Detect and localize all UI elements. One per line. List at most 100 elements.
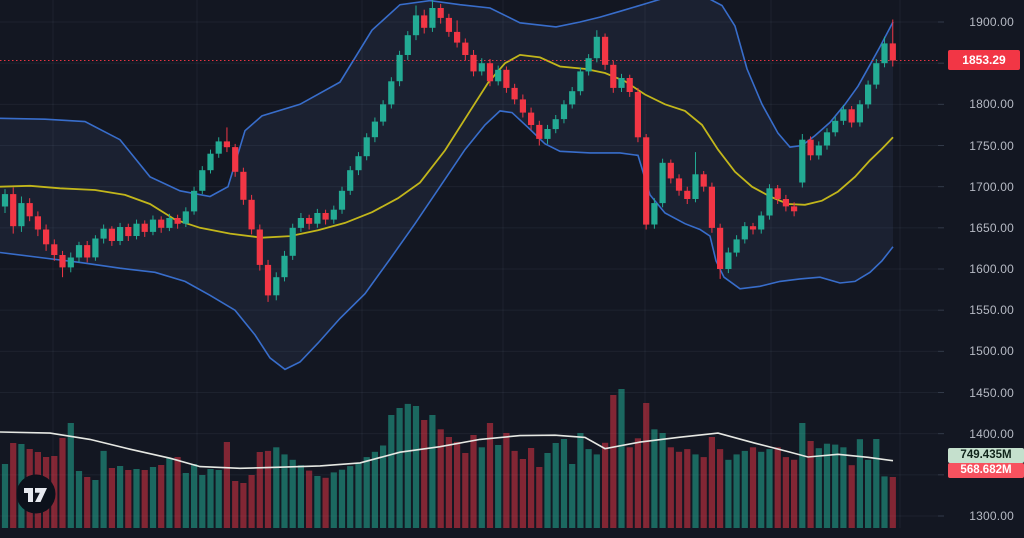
volume-bar <box>593 454 600 528</box>
volume-bar <box>256 452 263 528</box>
candle-body <box>306 218 313 224</box>
volume-bar <box>634 438 641 528</box>
volume-bar <box>1 464 9 528</box>
candle-body <box>791 206 798 212</box>
volume-bar <box>486 423 494 528</box>
candle-body <box>199 170 206 191</box>
candle-body <box>125 227 132 237</box>
candle-body <box>34 216 41 230</box>
volume-bar <box>462 453 469 528</box>
volume-bar <box>174 457 181 528</box>
candle-body <box>388 81 395 105</box>
volume-bar <box>528 448 535 528</box>
candle-body <box>330 209 337 220</box>
volume-bar <box>404 403 411 528</box>
volume-bar <box>675 451 683 528</box>
volume-bar <box>264 450 272 528</box>
candle-body <box>67 257 74 268</box>
candle-body <box>856 104 863 123</box>
volume-bar <box>149 467 157 528</box>
volume-bar <box>774 447 781 528</box>
tradingview-logo[interactable] <box>16 474 56 514</box>
volume-bar <box>503 433 510 528</box>
candle-body <box>552 119 559 130</box>
volume-bar <box>363 457 370 528</box>
volume-bar <box>207 469 214 528</box>
candle-body <box>733 239 740 253</box>
volume-bar <box>347 466 354 528</box>
candle-body <box>511 87 518 100</box>
candle-body <box>207 153 214 171</box>
candle-body <box>536 124 543 139</box>
candle-body <box>848 109 855 123</box>
candle-body <box>585 58 592 72</box>
volume-bar <box>314 476 321 528</box>
volume-bar <box>478 447 485 528</box>
volume-bar <box>429 415 436 528</box>
volume-bar <box>602 442 609 528</box>
candle-body <box>10 194 17 227</box>
last-price-badge: 1853.29 <box>948 50 1020 71</box>
volume-bar <box>388 415 395 528</box>
grid-lines <box>0 0 944 528</box>
candle-body <box>832 120 839 133</box>
volume-bar <box>133 469 140 528</box>
volume-bar <box>59 437 66 528</box>
candle-body <box>593 36 600 59</box>
volume-bar <box>445 437 452 528</box>
candle-body <box>700 174 707 187</box>
volume-bar <box>371 451 378 528</box>
candle-body <box>248 199 255 230</box>
volume-bar <box>191 464 198 528</box>
volume-bar <box>758 451 765 528</box>
candle-body <box>725 252 732 269</box>
candle-body <box>889 43 896 61</box>
candle-body <box>256 229 263 265</box>
volume-bar <box>10 443 17 528</box>
candle-body <box>174 218 181 224</box>
volume-bar <box>807 441 814 528</box>
volume-bar <box>338 469 346 528</box>
candle-body <box>355 156 362 171</box>
candle-body <box>404 35 411 55</box>
volume-bar <box>75 471 83 528</box>
candle-body <box>51 244 58 255</box>
candle-body <box>667 162 674 179</box>
candle-body <box>149 219 157 232</box>
volume-bar <box>684 449 691 528</box>
volume-bar <box>125 470 132 528</box>
volume-bar <box>519 459 526 528</box>
volume-bar <box>577 433 584 528</box>
candle-body <box>240 171 247 200</box>
volume-bar <box>108 468 115 528</box>
candle-body <box>396 54 403 82</box>
candle-body <box>1 194 9 207</box>
volume-bar <box>889 477 896 528</box>
volume-bar <box>626 447 633 528</box>
candle-body <box>659 162 666 204</box>
volume-bar <box>182 473 189 528</box>
candle-body <box>486 63 494 82</box>
candle-body <box>314 213 321 224</box>
candle-body <box>454 31 461 43</box>
candle-body <box>223 141 230 148</box>
volume-ma-line <box>0 431 894 470</box>
volume-bar <box>651 429 658 528</box>
candle-body <box>18 203 25 227</box>
volume-bar <box>856 439 863 528</box>
candle-body <box>799 139 806 183</box>
volume-bar <box>215 470 222 528</box>
candle-body <box>873 63 880 85</box>
candle-body <box>610 64 617 88</box>
volume-bar <box>355 462 362 528</box>
volume-bar <box>412 406 420 528</box>
candle-body <box>297 218 304 228</box>
bollinger-lower-line <box>0 110 894 371</box>
candle-body <box>774 188 781 199</box>
volume-bar <box>741 450 748 528</box>
candle-body <box>59 255 66 268</box>
candle-body <box>495 69 502 82</box>
candle-body <box>380 104 387 122</box>
candle-body <box>782 199 789 207</box>
